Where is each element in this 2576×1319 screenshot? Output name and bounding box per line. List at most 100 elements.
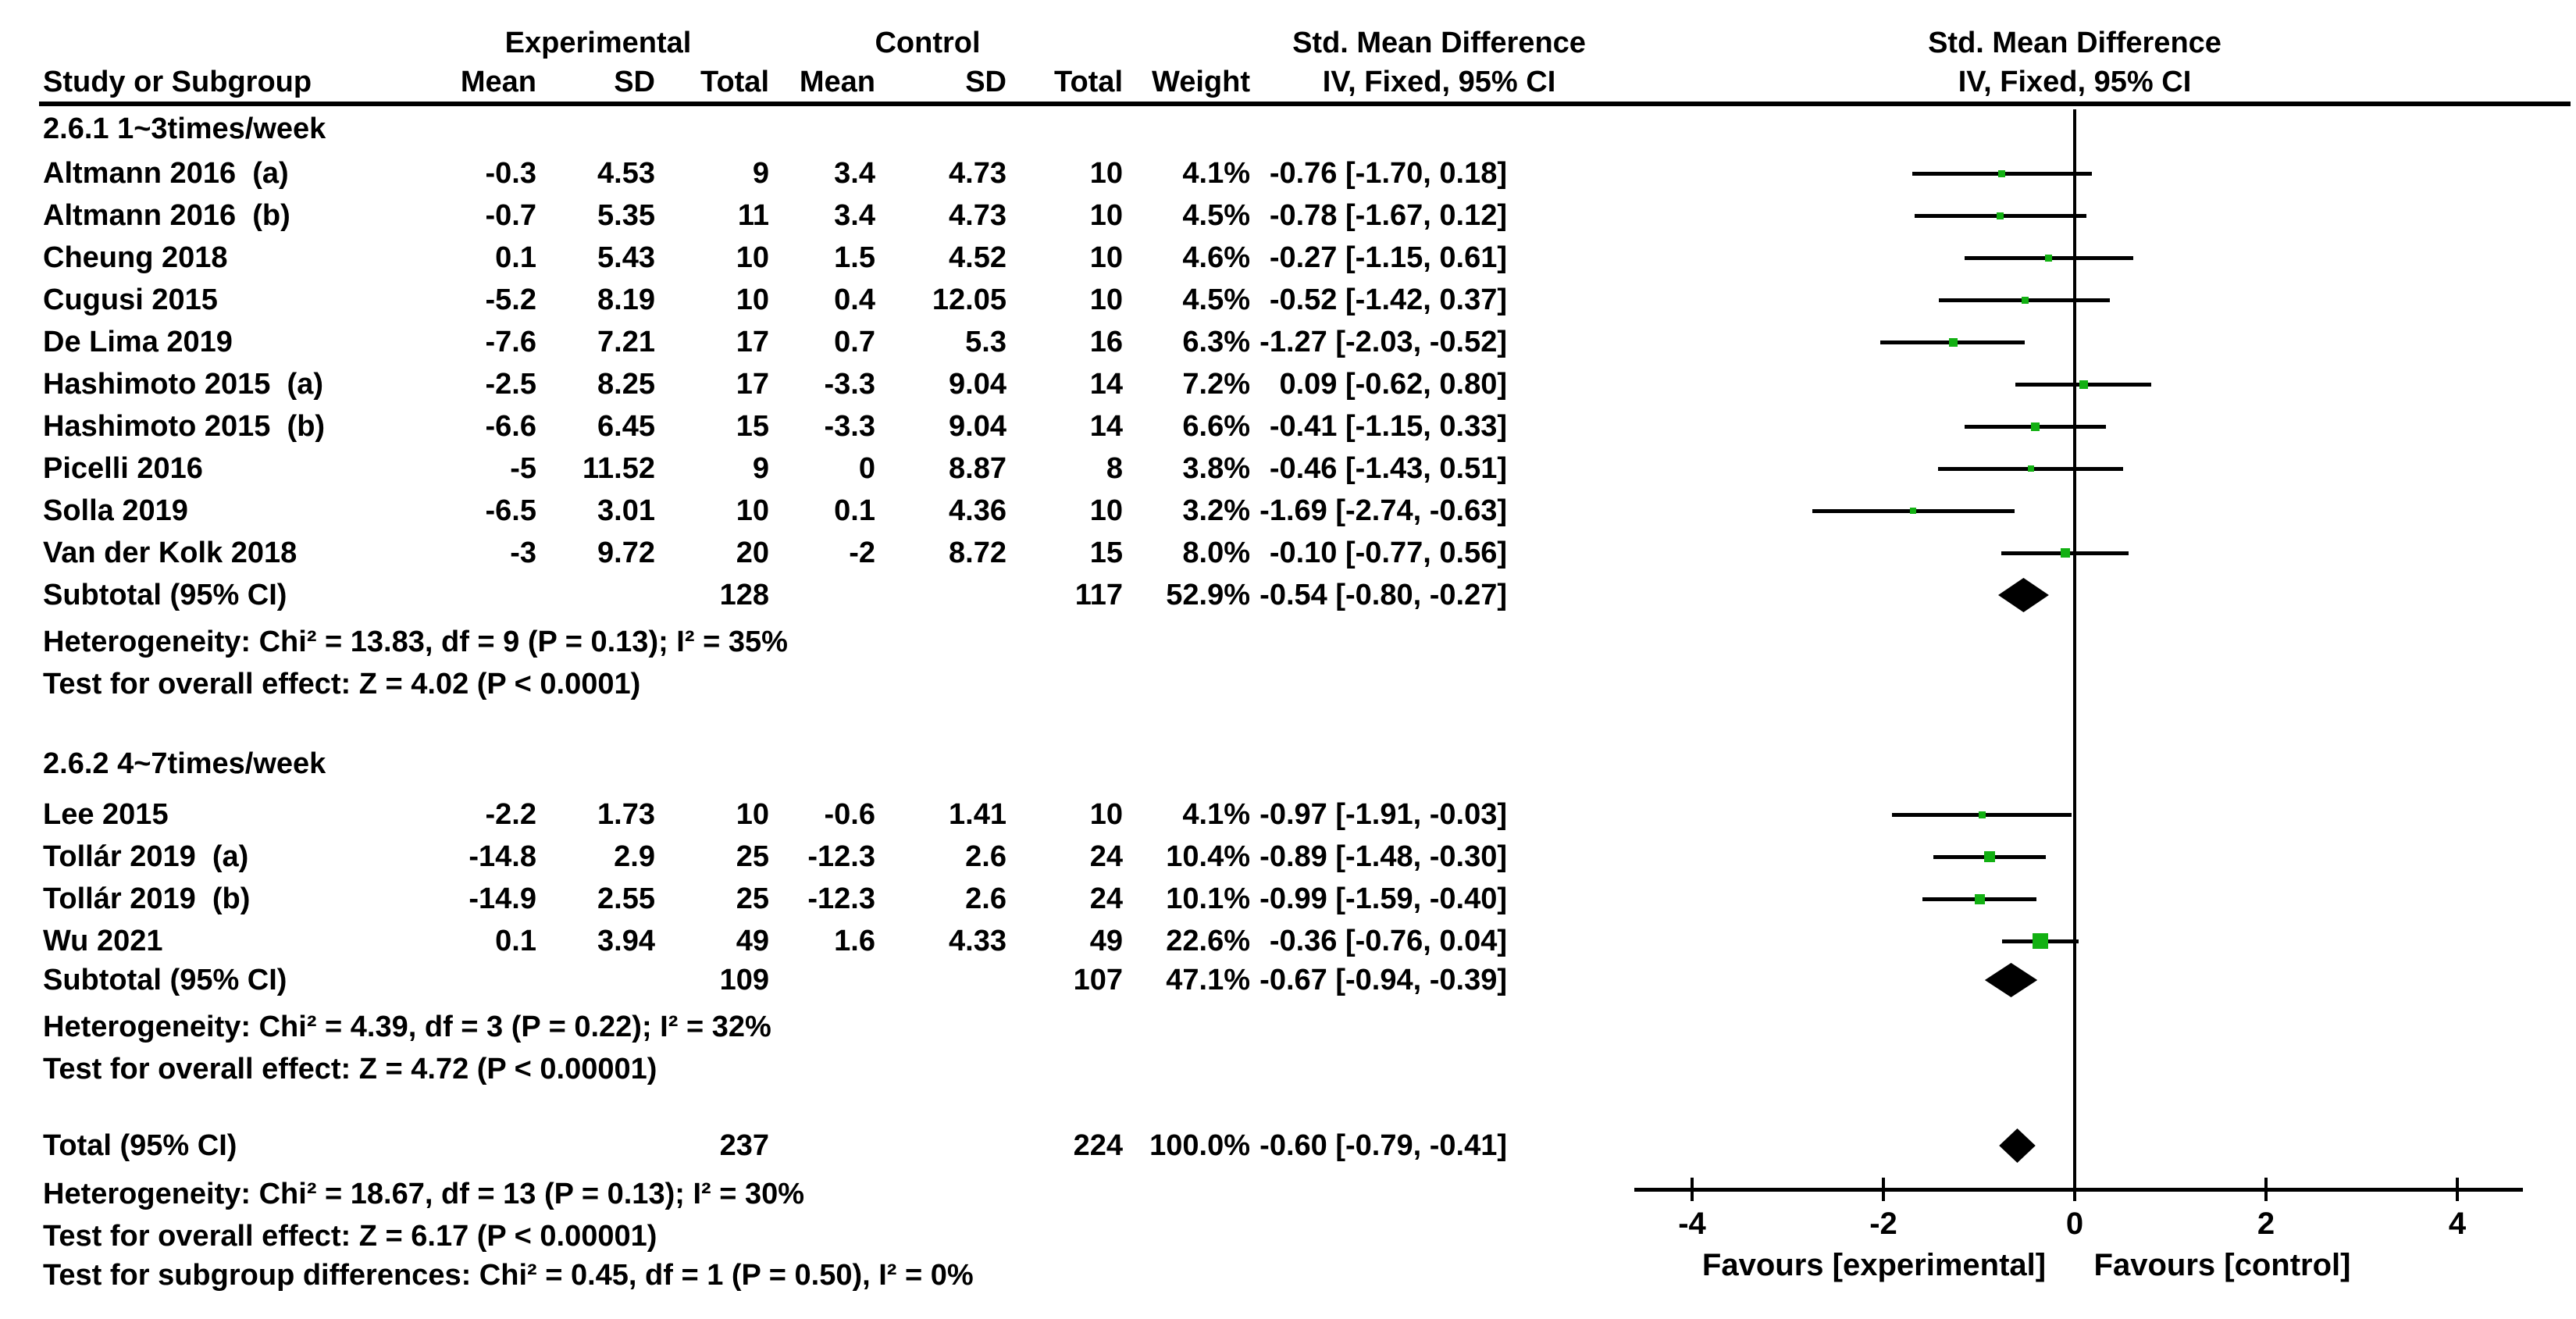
exp-sd: 2.9 [614,840,655,873]
ctl-sd: 4.33 [949,925,1007,957]
col-header-iv-text: IV, Fixed, 95% CI [1322,66,1556,98]
ci-text: -1.69 [-2.74, -0.63] [1259,494,1507,527]
exp-mean: -14.8 [469,840,536,873]
effect-square [2031,422,2040,431]
ctl-total: 10 [1089,241,1123,274]
subtotal-1-diamond [1998,578,2049,612]
exp-mean: -3 [510,537,536,569]
subtotal-2-diamond [1984,963,2038,997]
study-name: Hashimoto 2015 (b) [43,410,326,443]
axis-tick [2073,1178,2076,1201]
exp-sd: 1.73 [597,798,655,831]
ci-text: -0.27 [-1.15, 0.61] [1269,241,1507,274]
ci-text: -0.99 [-1.59, -0.40] [1259,882,1507,915]
ctl-mean: -12.3 [807,882,875,915]
overall-effect-text: Test for overall effect: Z = 4.72 (P < 0… [43,1053,657,1086]
ctl-total: 224 [1073,1129,1123,1162]
study-name: Tollár 2019 (b) [43,882,251,915]
ci-text: -0.78 [-1.67, 0.12] [1269,199,1507,232]
axis-tick [1691,1178,1694,1201]
subtotal-1-label: Subtotal (95% CI) [43,579,287,611]
ctl-mean: 1.6 [834,925,875,957]
header-control-group: Control [875,27,981,59]
exp-mean: -0.3 [485,157,536,190]
total-heterogeneity-text: Heterogeneity: Chi² = 18.67, df = 13 (P … [43,1178,805,1210]
ctl-sd: 8.72 [949,537,1007,569]
ctl-sd: 12.05 [932,283,1007,316]
exp-sd: 4.53 [597,157,655,190]
weight: 10.4% [1166,840,1250,873]
exp-total: 9 [752,157,769,190]
ci-text: -0.67 [-0.94, -0.39] [1259,964,1507,996]
study-name: Altmann 2016 (a) [43,157,289,190]
weight: 52.9% [1166,579,1250,611]
weight: 22.6% [1166,925,1250,957]
col-header-exp-mean: Mean [460,66,536,98]
ctl-mean: -3.3 [824,410,875,443]
weight: 4.5% [1182,283,1250,316]
col-header-ctl-total: Total [1054,66,1123,98]
effect-square [1996,212,2004,219]
exp-mean: -5 [510,452,536,485]
study-name: Van der Kolk 2018 [43,537,298,569]
exp-sd: 9.72 [597,537,655,569]
exp-total: 15 [736,410,769,443]
weight: 7.2% [1182,368,1250,401]
subgroup-label: 2.6.2 4~7times/week [43,747,326,780]
heterogeneity-text: Heterogeneity: Chi² = 13.83, df = 9 (P =… [43,626,788,658]
overall-effect-text: Test for overall effect: Z = 4.02 (P < 0… [43,668,641,700]
exp-total: 10 [736,283,769,316]
total-overall-effect-text: Test for overall effect: Z = 6.17 (P < 0… [43,1220,657,1253]
total-diamond [1999,1128,2036,1163]
exp-sd: 8.19 [597,283,655,316]
ci-text: -0.46 [-1.43, 0.51] [1269,452,1507,485]
ci-text: -0.36 [-0.76, 0.04] [1269,925,1507,957]
study-name: Hashimoto 2015 (a) [43,368,323,401]
ctl-mean: 0.7 [834,326,875,358]
exp-total: 17 [736,368,769,401]
weight: 100.0% [1149,1129,1250,1162]
axis-tick-label: 2 [2257,1207,2275,1241]
x-axis-line [1634,1188,2523,1192]
effect-square [1975,893,1986,904]
study-name: Altmann 2016 (b) [43,199,290,232]
exp-sd: 3.94 [597,925,655,957]
study-name: Lee 2015 [43,798,169,831]
axis-tick-label: -2 [1869,1207,1897,1241]
effect-square [1978,811,1986,818]
ctl-total: 8 [1106,452,1123,485]
ci-text: -0.89 [-1.48, -0.30] [1259,840,1507,873]
col-header-weight: Weight [1152,66,1250,98]
ctl-sd: 4.73 [949,157,1007,190]
ctl-total: 107 [1073,964,1123,996]
ctl-total: 10 [1089,798,1123,831]
exp-sd: 3.01 [597,494,655,527]
exp-mean: 0.1 [495,241,536,274]
ci-text: -0.52 [-1.42, 0.37] [1269,283,1507,316]
exp-sd: 5.35 [597,199,655,232]
ctl-mean: 3.4 [834,199,875,232]
ctl-total: 10 [1089,494,1123,527]
exp-mean: -5.2 [485,283,536,316]
ctl-total: 10 [1089,157,1123,190]
exp-sd: 6.45 [597,410,655,443]
exp-total: 10 [736,798,769,831]
exp-sd: 11.52 [583,452,655,485]
ci-text: -1.27 [-2.03, -0.52] [1259,326,1507,358]
effect-square [2079,380,2088,389]
exp-total: 11 [737,199,769,232]
ctl-mean: -3.3 [824,368,875,401]
exp-sd: 7.21 [597,326,655,358]
col-header-iv-plot: IV, Fixed, 95% CI [1958,66,2192,98]
ctl-sd: 2.6 [965,840,1007,873]
col-header-exp-total: Total [700,66,769,98]
header-smd-plot-column: Std. Mean Difference [1928,27,2221,59]
exp-mean: -7.6 [485,326,536,358]
ctl-sd: 5.3 [965,326,1007,358]
weight: 3.2% [1182,494,1250,527]
exp-mean: 0.1 [495,925,536,957]
exp-mean: -6.5 [485,494,536,527]
ctl-sd: 1.41 [949,798,1007,831]
effect-square [1948,337,1958,347]
ctl-total: 14 [1089,410,1123,443]
